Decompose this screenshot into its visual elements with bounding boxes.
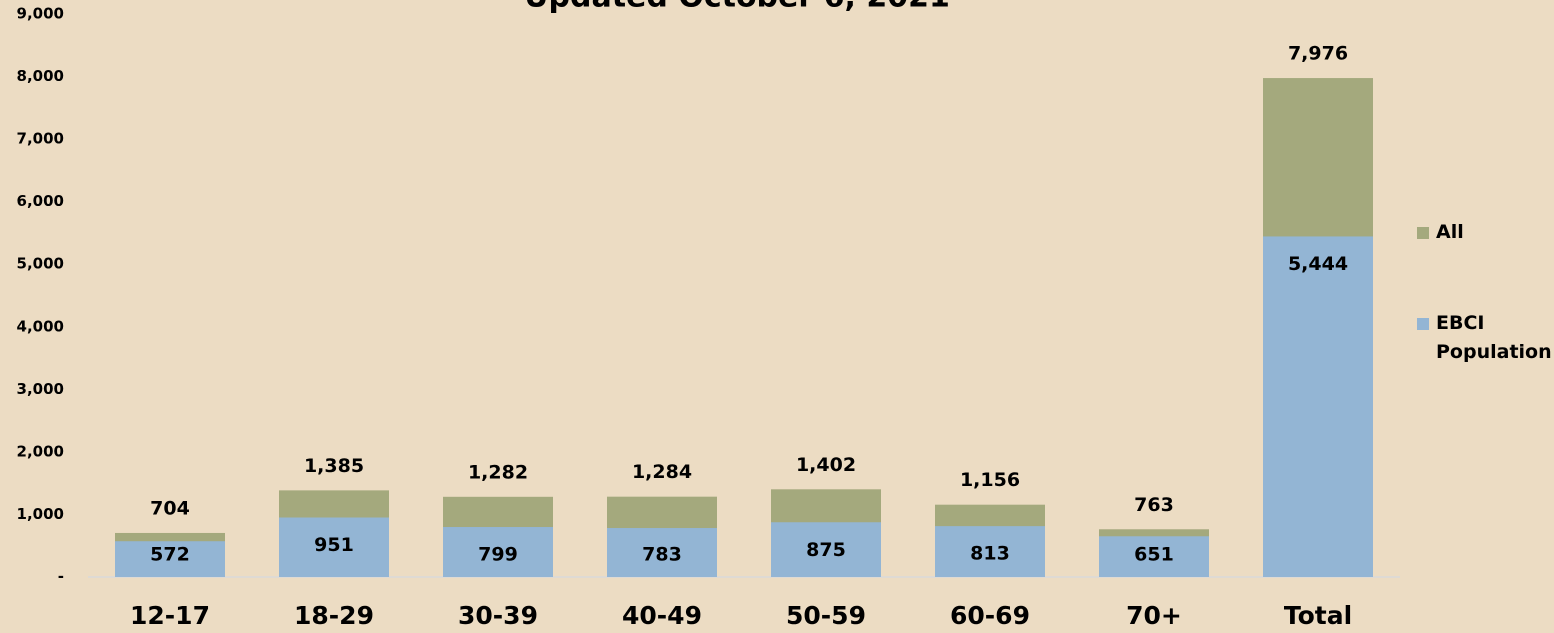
bar <box>279 517 389 577</box>
legend-label: All <box>1436 221 1464 243</box>
data-label: 783 <box>642 544 682 566</box>
x-tick-label: 40-49 <box>622 601 702 630</box>
x-tick-label: 60-69 <box>950 601 1030 630</box>
legend-swatch <box>1417 318 1429 330</box>
bar <box>115 541 225 577</box>
y-tick-label: 6,000 <box>17 192 64 210</box>
legend-item: All <box>1417 218 1552 247</box>
data-label: 5,444 <box>1288 253 1348 275</box>
y-tick-label: 2,000 <box>17 442 64 460</box>
y-tick-label: 4,000 <box>17 317 64 335</box>
data-label: 1,284 <box>632 461 692 483</box>
x-tick-label: 18-29 <box>294 601 374 630</box>
data-label: 572 <box>150 544 190 566</box>
y-tick-label: 9,000 <box>17 5 64 23</box>
y-tick-label: 3,000 <box>17 380 64 398</box>
bar <box>443 527 553 577</box>
data-label: 875 <box>806 539 846 561</box>
y-tick-label: 1,000 <box>17 505 64 523</box>
x-tick-label: 50-59 <box>786 601 866 630</box>
data-label: 799 <box>478 544 518 566</box>
data-label: 1,282 <box>468 461 528 483</box>
data-label: 651 <box>1134 544 1174 566</box>
x-tick-label: Total <box>1284 601 1352 630</box>
y-tick-label: - <box>58 568 64 586</box>
y-tick-label: 5,000 <box>17 255 64 273</box>
data-label: 1,402 <box>796 454 856 476</box>
y-tick-label: 7,000 <box>17 130 64 148</box>
x-tick-label: 12-17 <box>130 601 210 630</box>
data-label: 813 <box>970 543 1010 565</box>
data-label: 704 <box>150 497 190 519</box>
chart-title: Updated October 6, 2021 <box>524 0 950 15</box>
x-tick-label: 70+ <box>1126 601 1182 630</box>
bar <box>935 526 1045 577</box>
bar <box>1263 236 1373 577</box>
data-label: 1,156 <box>960 469 1020 491</box>
data-label: 7,976 <box>1288 43 1348 65</box>
bar <box>1099 536 1209 577</box>
x-tick-label: 30-39 <box>458 601 538 630</box>
data-label: 763 <box>1134 494 1174 516</box>
y-tick-label: 8,000 <box>17 67 64 85</box>
legend-label: EBCI Population <box>1436 312 1552 363</box>
bar <box>771 522 881 577</box>
bar <box>607 528 717 577</box>
data-label: 1,385 <box>304 455 364 477</box>
legend-item: EBCI Population <box>1417 309 1552 367</box>
legend-swatch <box>1417 227 1429 239</box>
data-label: 951 <box>314 534 354 556</box>
